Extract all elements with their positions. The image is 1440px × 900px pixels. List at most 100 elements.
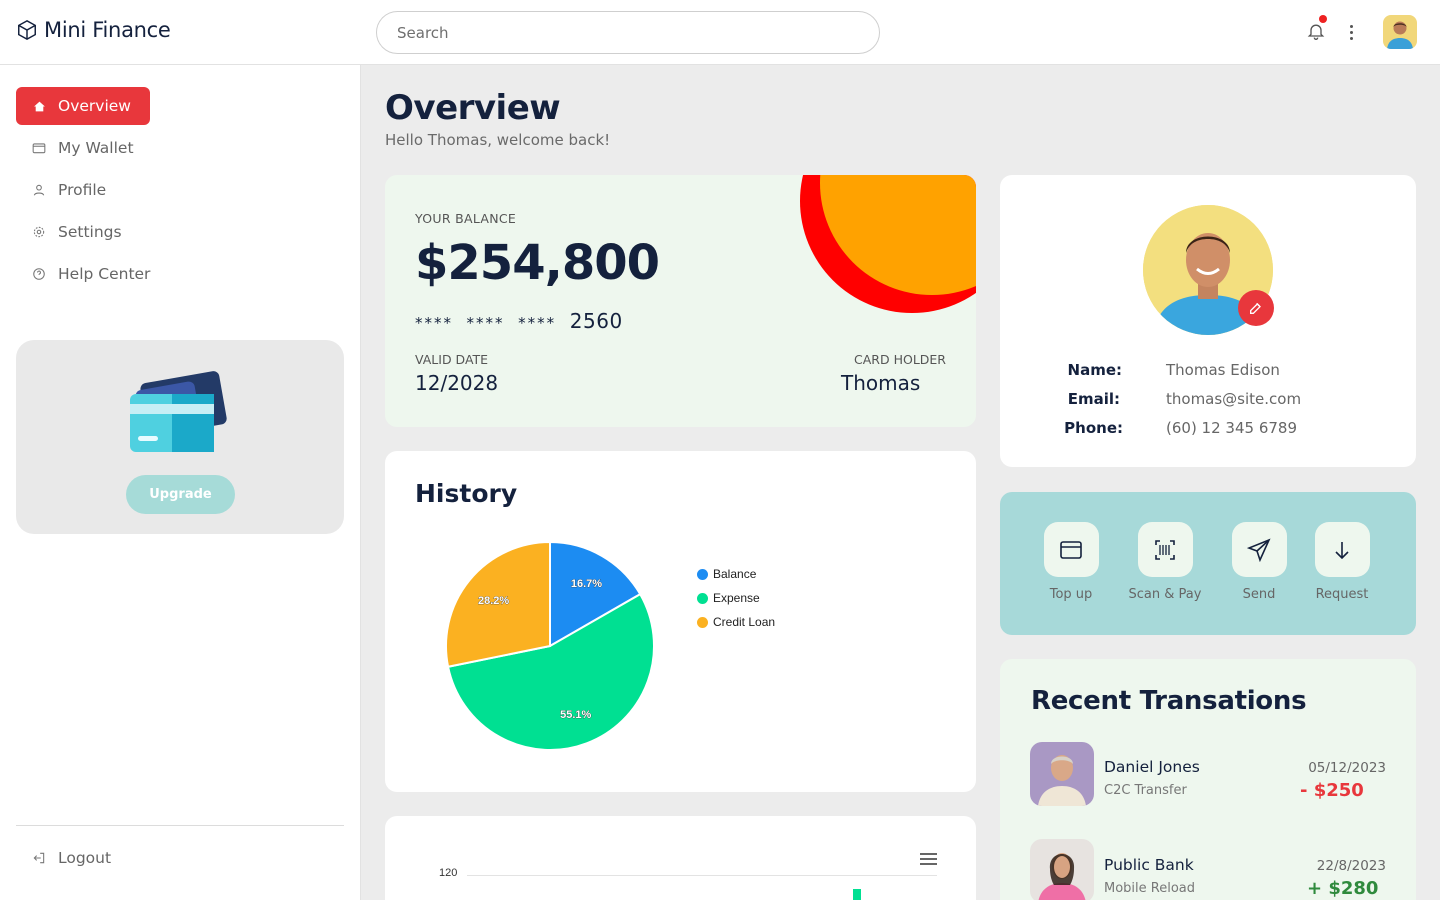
- help-icon: [32, 267, 46, 281]
- legend-swatch: [697, 616, 708, 628]
- email-value: thomas@site.com: [1166, 390, 1302, 408]
- y-tick-label: 120: [439, 867, 458, 879]
- quick-actions-card: Top up Scan & Pay Send Request: [1000, 492, 1416, 635]
- upgrade-promo: Upgrade: [16, 340, 344, 534]
- page-subtitle: Hello Thomas, welcome back!: [385, 131, 611, 149]
- action-label: Scan & Pay: [1128, 587, 1202, 602]
- transaction-type: C2C Transfer: [1104, 783, 1187, 798]
- name-label: Name:: [1067, 361, 1122, 379]
- phone-label: Phone:: [1064, 419, 1123, 437]
- notification-dot: [1319, 15, 1327, 23]
- sidebar-item-label: My Wallet: [58, 139, 134, 157]
- sidebar-item-label: Overview: [58, 97, 131, 115]
- phone-value: (60) 12 345 6789: [1166, 419, 1297, 437]
- transaction-amount: - $250: [1300, 780, 1364, 801]
- edit-icon: [1250, 302, 1261, 314]
- sidebar-item-help-center[interactable]: Help Center: [16, 255, 166, 293]
- legend-label: Expense: [713, 591, 760, 605]
- legend-item[interactable]: Balance: [697, 562, 775, 586]
- card-circles-decoration: [800, 175, 976, 313]
- action-label: Top up: [1049, 587, 1093, 602]
- logout-icon: [32, 851, 46, 865]
- arrow-down-icon: [1335, 541, 1349, 559]
- transaction-name: Daniel Jones: [1104, 758, 1200, 776]
- pie-slice-expense[interactable]: [446, 592, 655, 751]
- scan-pay-button[interactable]: Scan & Pay: [1120, 522, 1210, 602]
- legend-label: Credit Loan: [713, 615, 776, 629]
- gear-icon: [32, 225, 46, 239]
- sidebar-item-overview[interactable]: Overview: [16, 87, 150, 125]
- edit-avatar-button[interactable]: [1238, 290, 1274, 326]
- upgrade-button[interactable]: Upgrade: [126, 475, 235, 514]
- top-bar: Mini Finance: [0, 0, 1440, 65]
- transaction-name: Public Bank: [1104, 856, 1194, 874]
- page-title: Overview: [385, 88, 561, 128]
- user-avatar[interactable]: [1383, 15, 1417, 49]
- home-icon: [32, 99, 46, 113]
- balance-amount: $254,800: [415, 235, 660, 291]
- sidebar-item-label: Profile: [58, 181, 107, 199]
- search-input[interactable]: [376, 11, 880, 54]
- card-number-mask: **** **** ****: [415, 314, 557, 332]
- sidebar-item-label: Help Center: [58, 265, 151, 283]
- transaction-date: 22/8/2023: [1316, 858, 1386, 874]
- transactions-title: Recent Transations: [1031, 686, 1307, 716]
- user-icon: [32, 183, 46, 197]
- logout-label: Logout: [58, 849, 112, 867]
- pie-data-label: 55.1%: [560, 709, 591, 721]
- legend-item[interactable]: Expense: [697, 586, 775, 610]
- transaction-avatar: [1030, 839, 1094, 900]
- recent-transactions-card: Recent Transations Daniel Jones C2C Tran…: [1000, 659, 1416, 900]
- action-label: Send: [1242, 587, 1276, 602]
- legend-item[interactable]: Credit Loan: [697, 610, 775, 634]
- history-pie-chart: 16.7% 55.1% 28.2%: [445, 540, 655, 751]
- bar: [853, 889, 861, 900]
- sidebar-item-label: Settings: [58, 223, 122, 241]
- chart-menu-icon[interactable]: [920, 853, 937, 865]
- transaction-type: Mobile Reload: [1104, 881, 1196, 896]
- logout-button[interactable]: Logout: [16, 839, 127, 877]
- legend-label: Balance: [713, 567, 757, 581]
- profile-card: Name: Thomas Edison Email: thomas@site.c…: [1000, 175, 1416, 467]
- pie-data-label: 28.2%: [478, 595, 509, 607]
- transaction-date: 05/12/2023: [1308, 760, 1386, 776]
- history-card: History 16.7% 55.1% 28.2% Balance Expense Cr…: [385, 451, 976, 792]
- send-button[interactable]: Send: [1214, 522, 1304, 602]
- barcode-scan-icon: [1155, 539, 1175, 560]
- valid-date-value: 12/2028: [415, 371, 499, 395]
- brand[interactable]: Mini Finance: [16, 18, 171, 42]
- bell-icon[interactable]: [1306, 20, 1326, 42]
- transaction-amount: + $280: [1307, 878, 1379, 899]
- balance-card: YOUR BALANCE $254,800 **** **** **** 256…: [385, 175, 976, 427]
- balance-label: YOUR BALANCE: [415, 211, 517, 226]
- email-label: Email:: [1067, 390, 1120, 408]
- name-value: Thomas Edison: [1166, 361, 1280, 379]
- valid-date-label: VALID DATE: [415, 352, 489, 367]
- legend-swatch: [697, 592, 708, 604]
- card-holder-label: CARD HOLDER: [854, 352, 946, 367]
- sidebar-item-my-wallet[interactable]: My Wallet: [16, 129, 150, 167]
- card-holder-value: Thomas: [841, 371, 921, 395]
- sidebar-item-settings[interactable]: Settings: [16, 213, 138, 251]
- action-label: Request: [1315, 587, 1369, 602]
- app-name: Mini Finance: [44, 18, 171, 42]
- sidebar-divider: [16, 825, 344, 826]
- history-title: History: [415, 479, 518, 508]
- history-legend: Balance Expense Credit Loan: [697, 562, 775, 634]
- bar-chart-card: 120: [385, 816, 976, 900]
- credit-cards-icon: [130, 371, 227, 452]
- sidebar-item-profile[interactable]: Profile: [16, 171, 122, 209]
- more-menu-icon[interactable]: [1343, 20, 1359, 44]
- pie-slice-balance[interactable]: [549, 540, 642, 648]
- card-icon: [1060, 540, 1082, 559]
- send-icon: [1247, 538, 1271, 562]
- pie-data-label: 16.7%: [571, 578, 602, 590]
- profile-avatar: [1143, 205, 1273, 335]
- cube-logo-icon: [18, 19, 36, 41]
- pie-slice-credit-loan[interactable]: [445, 540, 551, 668]
- wallet-icon: [32, 141, 46, 155]
- request-button[interactable]: Request: [1297, 522, 1387, 602]
- card-number-last4: 2560: [569, 309, 623, 333]
- gridline: [467, 875, 937, 876]
- top-up-button[interactable]: Top up: [1026, 522, 1116, 602]
